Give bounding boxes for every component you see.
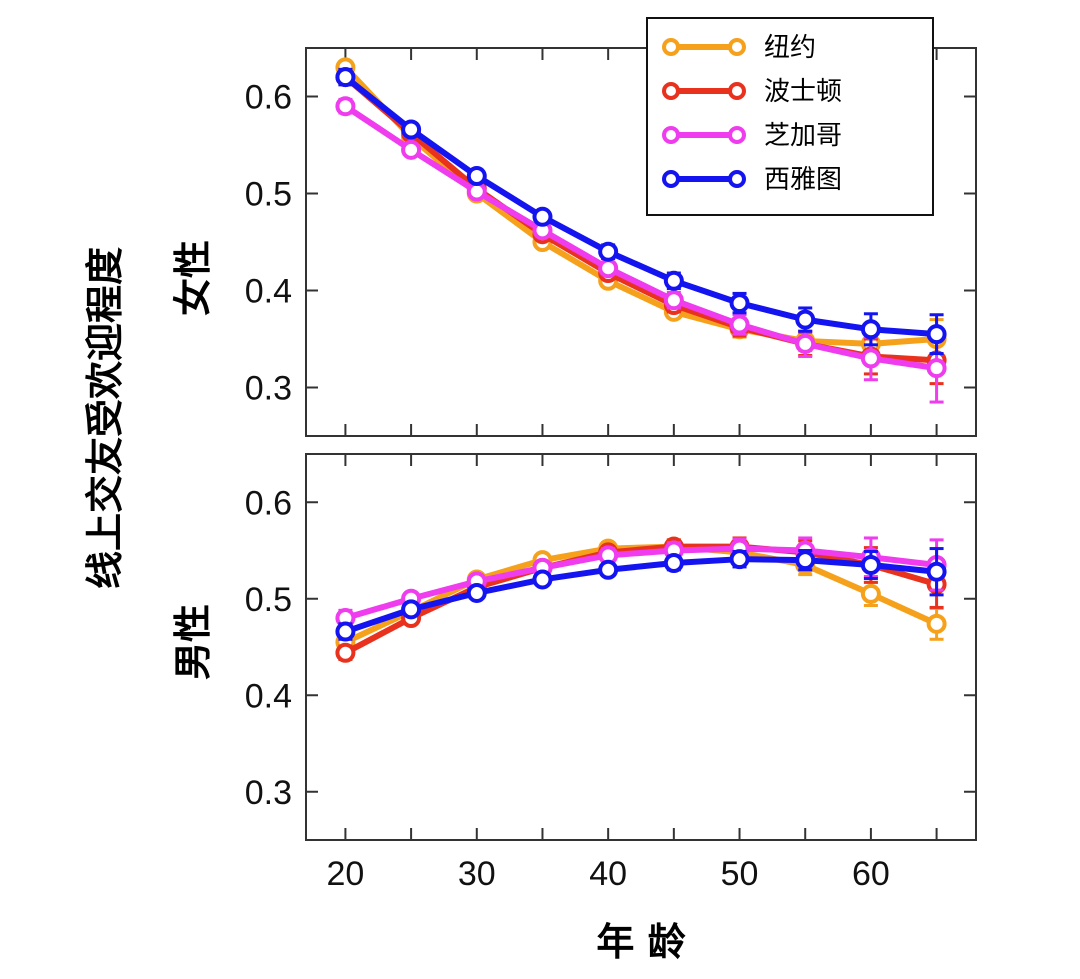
data-point bbox=[663, 290, 684, 311]
legend-marker bbox=[662, 38, 680, 56]
x-axis-title: 年 龄 bbox=[596, 920, 685, 964]
data-point bbox=[795, 309, 816, 330]
y-tick-label: 0.6 bbox=[245, 484, 292, 522]
data-point bbox=[729, 549, 750, 570]
data-point bbox=[532, 569, 553, 590]
data-point bbox=[926, 561, 947, 582]
x-tick-label: 40 bbox=[589, 855, 627, 893]
y-tick-label: 0.5 bbox=[245, 176, 292, 214]
legend-marker bbox=[662, 170, 680, 188]
y-tick-label: 0.6 bbox=[245, 79, 292, 117]
y-tick-label: 0.4 bbox=[245, 677, 292, 715]
legend-label: 西雅图 bbox=[764, 165, 842, 195]
series-line bbox=[344, 545, 937, 621]
series-line bbox=[343, 74, 937, 338]
legend-marker bbox=[728, 38, 746, 56]
legend-marker bbox=[728, 126, 746, 144]
data-point bbox=[466, 166, 487, 187]
legend-marker bbox=[728, 82, 746, 100]
data-point bbox=[860, 554, 881, 575]
y-tick-label: 0.3 bbox=[245, 774, 292, 812]
legend-marker bbox=[728, 170, 746, 188]
data-point bbox=[926, 324, 947, 345]
y-tick-label: 0.4 bbox=[245, 273, 292, 311]
data-point bbox=[926, 358, 947, 379]
series-layer bbox=[335, 57, 947, 663]
legend-label: 芝加哥 bbox=[764, 121, 842, 151]
legend-box bbox=[646, 17, 934, 216]
series-line bbox=[344, 556, 937, 635]
data-point bbox=[532, 206, 553, 227]
legend-entry: 芝加哥 bbox=[662, 121, 842, 151]
y-tick-label: 0.3 bbox=[245, 370, 292, 408]
legend-label: 纽约 bbox=[764, 33, 816, 63]
data-point bbox=[335, 96, 356, 117]
data-point bbox=[466, 582, 487, 603]
series-0-2 bbox=[335, 96, 947, 404]
data-point bbox=[335, 621, 356, 642]
bottom-panel-label: 男性 bbox=[171, 604, 215, 680]
data-point bbox=[729, 293, 750, 314]
data-point bbox=[795, 333, 816, 354]
data-point bbox=[663, 553, 684, 574]
data-point bbox=[926, 613, 947, 634]
data-point bbox=[401, 119, 422, 140]
legend-entry: 波士顿 bbox=[662, 77, 842, 107]
data-point bbox=[860, 319, 881, 340]
legend-marker bbox=[662, 126, 680, 144]
data-point bbox=[860, 348, 881, 369]
data-point bbox=[860, 583, 881, 604]
data-point bbox=[401, 139, 422, 160]
x-tick-label: 60 bbox=[852, 855, 890, 893]
data-point bbox=[795, 550, 816, 571]
legend-label: 波士顿 bbox=[764, 77, 842, 107]
data-point bbox=[663, 270, 684, 291]
top-panel-label: 女性 bbox=[171, 240, 215, 316]
data-point bbox=[335, 67, 356, 88]
legend-entry: 西雅图 bbox=[662, 165, 842, 195]
data-point bbox=[335, 642, 356, 663]
legend-marker bbox=[662, 82, 680, 100]
legend-entry: 纽约 bbox=[662, 33, 816, 63]
ticks-layer: 0.3 0.4 0.5 0.6 0.3 0.4 0.5 0.6 20 30 40 50 60 bbox=[245, 48, 976, 893]
bottom-panel-frame bbox=[305, 453, 977, 841]
series-line bbox=[343, 103, 938, 372]
series-line bbox=[343, 65, 937, 347]
data-point bbox=[598, 241, 619, 262]
y-axis-title: 线上交友受欢迎程度 bbox=[83, 247, 127, 589]
data-point bbox=[598, 559, 619, 580]
series-1-3 bbox=[335, 547, 947, 642]
y-tick-label: 0.5 bbox=[245, 581, 292, 619]
series-0-3 bbox=[335, 67, 947, 356]
x-tick-label: 30 bbox=[458, 855, 496, 893]
x-tick-label: 20 bbox=[326, 855, 364, 893]
data-point bbox=[598, 258, 619, 279]
x-tick-label: 50 bbox=[721, 855, 759, 893]
top-panel-frame bbox=[305, 47, 977, 437]
data-point bbox=[729, 314, 750, 335]
data-point bbox=[401, 599, 422, 620]
